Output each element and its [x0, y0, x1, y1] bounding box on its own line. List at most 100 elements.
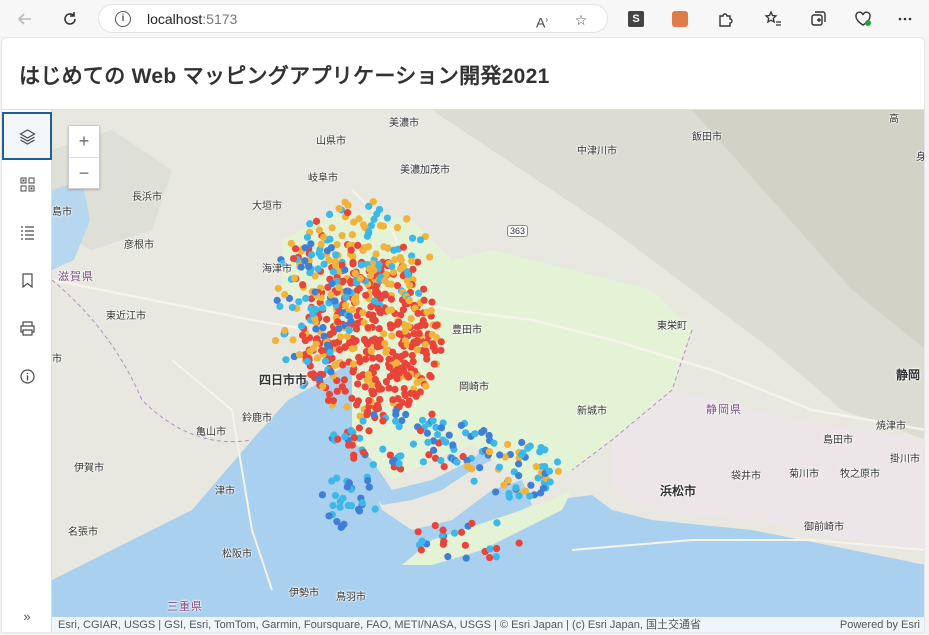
map-label: 御前崎市: [804, 522, 844, 533]
map-point: [349, 258, 357, 267]
map-point: [333, 387, 341, 395]
map-point: [370, 215, 378, 223]
expand-action-bar-button[interactable]: »: [23, 609, 31, 624]
extension-s-icon[interactable]: S: [622, 5, 650, 33]
map-point: [405, 397, 413, 405]
zoom-out-button[interactable]: −: [69, 157, 99, 188]
map-point: [295, 351, 304, 359]
map-point: [429, 417, 437, 425]
map-point: [429, 437, 438, 445]
map-point: [353, 287, 361, 295]
map-point: [420, 296, 428, 304]
map-point: [324, 396, 333, 405]
map-point: [317, 346, 326, 355]
map-point: [350, 218, 358, 226]
bookmarks-button[interactable]: [2, 256, 52, 304]
map-point: [400, 320, 408, 329]
map-point: [453, 458, 461, 466]
map-view[interactable]: + − 高 美濃市 山県市 飯田市 身 岐阜市 美濃加茂市 中津川市 長浜市 大…: [52, 110, 925, 632]
layers-button[interactable]: [2, 112, 52, 160]
map-point: [334, 435, 342, 443]
map-point: [341, 433, 349, 441]
map-point: [534, 474, 542, 482]
map-label: 海津市: [262, 264, 292, 275]
more-menu-icon[interactable]: [891, 5, 919, 33]
legend-button[interactable]: [2, 208, 52, 256]
about-button[interactable]: [2, 352, 52, 400]
collections-icon[interactable]: [804, 5, 832, 33]
zoom-in-button[interactable]: +: [78, 131, 90, 151]
browser-essentials-icon[interactable]: [849, 5, 877, 33]
basemap-gallery-button[interactable]: [2, 160, 52, 208]
map-point: [276, 302, 284, 311]
site-info-icon[interactable]: i: [115, 11, 131, 27]
map-point: [311, 272, 319, 280]
map-point: [326, 348, 334, 357]
map-point: [288, 303, 296, 312]
map-point: [301, 379, 309, 387]
map-point: [339, 277, 347, 285]
map-point: [297, 322, 306, 330]
favorites-icon[interactable]: [759, 5, 787, 33]
extensions-puzzle-icon[interactable]: [711, 5, 739, 33]
refresh-icon[interactable]: [56, 5, 84, 33]
map-point: [427, 373, 435, 381]
map-point: [345, 326, 353, 334]
map-point: [319, 304, 327, 312]
map-point: [401, 390, 409, 398]
map-label: 東近江市: [106, 311, 146, 322]
map-point: [406, 281, 414, 290]
map-point: [325, 210, 334, 219]
map-point: [384, 306, 393, 315]
map-point: [501, 453, 509, 461]
map-point: [423, 308, 431, 316]
map-label: 島田市: [823, 435, 853, 446]
map-label: 鈴鹿市: [242, 413, 272, 424]
layers-icon: [18, 128, 36, 145]
map-point: [321, 357, 330, 365]
map-point: [546, 478, 554, 486]
map-point: [320, 233, 328, 241]
address-bar[interactable]: i localhost:5173 A› ☆: [98, 4, 608, 33]
action-bar: »: [2, 110, 52, 632]
point-layer[interactable]: [271, 198, 562, 562]
map-point: [305, 263, 313, 271]
map-point: [341, 343, 349, 351]
powered-by-esri[interactable]: Powered by Esri: [839, 619, 920, 631]
map-point: [372, 404, 380, 412]
map-point: [361, 355, 370, 363]
print-button[interactable]: [2, 304, 52, 352]
map-point: [345, 338, 354, 347]
map-point: [347, 246, 355, 254]
map-point: [402, 410, 410, 419]
map-point: [282, 356, 290, 364]
map-point: [328, 280, 336, 288]
map-label: 中津川市: [577, 146, 617, 157]
map-point: [492, 553, 500, 561]
map-point: [374, 304, 382, 313]
map-point: [338, 383, 346, 391]
map-point: [408, 257, 416, 265]
map-point: [408, 252, 416, 260]
map-point: [350, 451, 358, 459]
map-point: [419, 316, 427, 325]
map-label: 飯田市: [692, 132, 722, 143]
map-point: [463, 462, 472, 470]
map-point: [359, 309, 367, 317]
map-label: 岡崎市: [459, 382, 489, 393]
read-aloud-icon[interactable]: A›: [535, 14, 548, 31]
map-label: 伊勢市: [289, 588, 319, 599]
favorite-star-icon[interactable]: ☆: [574, 12, 588, 28]
map-point: [291, 274, 299, 282]
back-icon[interactable]: [11, 5, 39, 33]
map-point: [359, 417, 367, 425]
map-point: [358, 499, 366, 507]
map-point: [355, 215, 363, 223]
map-point: [351, 269, 359, 277]
map-label: 身: [916, 152, 925, 163]
map-point: [519, 449, 527, 457]
extension-shield-icon[interactable]: [666, 5, 694, 33]
map-point: [399, 243, 408, 251]
map-point: [414, 258, 422, 266]
map-point: [505, 489, 513, 498]
